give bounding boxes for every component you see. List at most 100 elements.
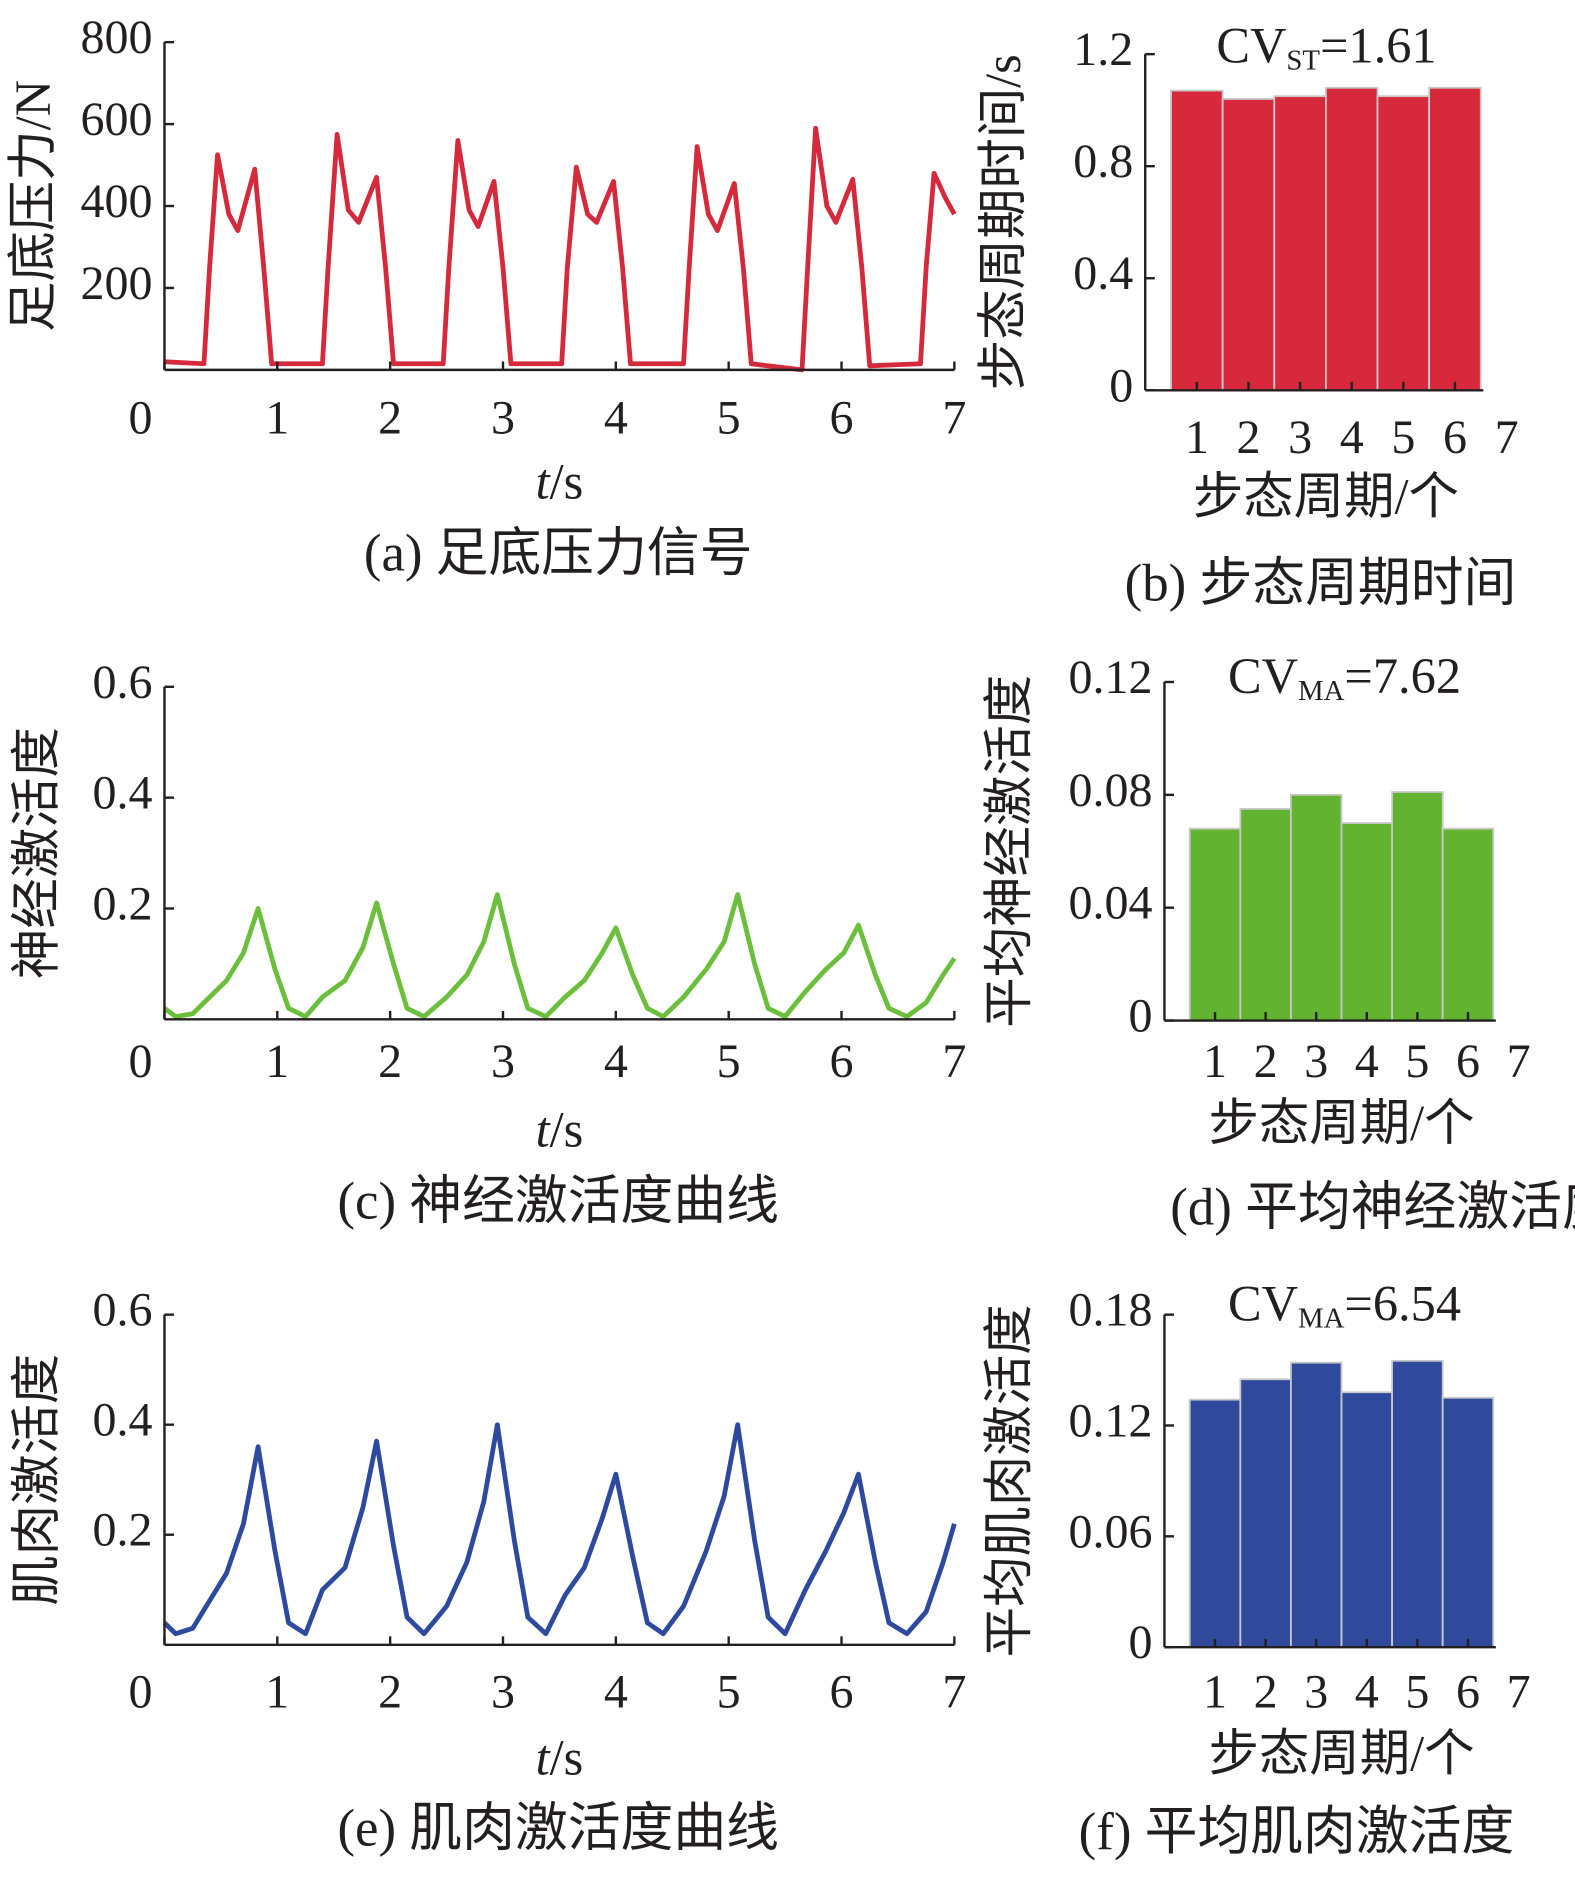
y-tick-label: 0.04: [1068, 877, 1152, 930]
x-tick-label: 6: [830, 1665, 854, 1718]
y-tick-label: 0.12: [1068, 651, 1152, 704]
bar: [1325, 86, 1379, 392]
annotation-part: CV: [1228, 1275, 1298, 1331]
annotation-part: MA: [1298, 1302, 1345, 1334]
annotation: CVST=1.61: [1216, 17, 1436, 76]
x-tick-label: 1: [1203, 1035, 1227, 1088]
x-tick-label: 6: [830, 1035, 854, 1088]
x-tick-label: 7: [1507, 1665, 1531, 1718]
bar: [1441, 1396, 1495, 1649]
bar: [1290, 793, 1343, 1022]
x-tick-label: 5: [1405, 1035, 1429, 1088]
y-tick-label: 0: [1128, 990, 1152, 1043]
caption: (b) 步态周期时间: [1125, 554, 1517, 612]
y-tick-label: 0.8: [1073, 135, 1133, 188]
x-tick-label: 7: [942, 392, 966, 445]
x-tick-label: 5: [1391, 411, 1415, 464]
x-tick-label: 5: [1405, 1665, 1429, 1718]
x-tick-label: 3: [1304, 1665, 1328, 1718]
x-tick-label: 4: [1340, 411, 1364, 464]
y-axis-label: 足底压力/N: [5, 80, 61, 332]
x-axis-label: 步态周期/个: [1193, 468, 1459, 524]
x-tick-label: 3: [1304, 1035, 1328, 1088]
y-axis-label: 神经激活度: [9, 727, 65, 979]
caption: (f) 平均肌肉激活度: [1079, 1803, 1515, 1861]
panel: CVMA=7.62 0 0.04 0.08 0.12 1 2 3 4 5 6 7 平均神经激活度步态周期…: [981, 647, 1575, 1236]
panel: CVMA=6.54 0 0.06 0.12 0.18 1 2 3 4 5 6 7 平均肌肉激活度步态周期…: [981, 1275, 1531, 1861]
bar: [1391, 1359, 1444, 1649]
x-tick-label: 3: [491, 392, 515, 445]
x-tick-label: 1: [265, 1035, 289, 1088]
annotation-part: ST: [1286, 44, 1320, 76]
panel: 0.2 0.4 0.6 0 1 2 3 4 5 6 7 肌肉激活度 t/s (e) 肌肉激活度曲线: [9, 1284, 967, 1858]
panel: CVST=1.61 0 0.4 0.8 1.2 1 2 3 4 5 6 7 步态周期时间/s 步态周期/个…: [975, 17, 1519, 612]
y-tick-label: 0.6: [92, 1284, 152, 1337]
x-tick-label: 2: [1254, 1035, 1278, 1088]
x-tick-label: 6: [1443, 411, 1467, 464]
y-tick-label: 0.08: [1068, 764, 1152, 817]
x-tick-label: 7: [942, 1035, 966, 1088]
x-tick-label: 7: [1507, 1035, 1531, 1088]
x-tick-label: 5: [717, 392, 741, 445]
x-tick-label: 3: [491, 1665, 515, 1718]
x-axis-label: 步态周期/个: [1208, 1095, 1474, 1151]
panel: 0.2 0.4 0.6 0 1 2 3 4 5 6 7 神经激活度 t/s (c) 神经激活度曲线: [9, 656, 967, 1231]
y-tick-label: 400: [80, 175, 152, 228]
bar: [1391, 791, 1444, 1022]
annotation: CVMA=7.62: [1228, 647, 1461, 706]
y-tick-label: 0.18: [1068, 1284, 1152, 1337]
x-tick-label: 4: [604, 1665, 628, 1718]
x-tick-label: 1: [1203, 1665, 1227, 1718]
annotation-part: =7.62: [1344, 647, 1461, 703]
bar: [1290, 1361, 1343, 1649]
y-tick-label: 0.06: [1068, 1505, 1152, 1558]
x-tick-label: 4: [1355, 1665, 1379, 1718]
y-axis-label: 肌肉激活度: [9, 1354, 65, 1606]
y-axis-label: 平均肌肉激活度: [981, 1304, 1037, 1657]
bar: [1441, 827, 1495, 1022]
bar: [1376, 95, 1431, 392]
bar: [1188, 827, 1242, 1022]
annotation-part: =6.54: [1344, 1275, 1461, 1331]
x-tick-label: 1: [1185, 411, 1209, 464]
y-tick-label: 0: [1128, 1616, 1152, 1669]
x-axis-label-var: t: [536, 1101, 552, 1157]
annotation-part: MA: [1298, 674, 1345, 706]
annotation-part: CV: [1228, 647, 1298, 703]
x-tick-label: 6: [1456, 1665, 1480, 1718]
bar: [1428, 86, 1482, 392]
x-tick-label: 3: [491, 1035, 515, 1088]
x-axis-label: 步态周期/个: [1208, 1725, 1474, 1781]
x-tick-label: 6: [1456, 1035, 1480, 1088]
annotation-part: =1.61: [1320, 17, 1437, 73]
bar: [1340, 822, 1394, 1022]
y-tick-label: 0.2: [92, 878, 152, 931]
x-tick-label: 6: [830, 392, 854, 445]
x-tick-label: 2: [378, 1665, 402, 1718]
x-tick-label: 4: [604, 392, 628, 445]
y-axis-label: 平均神经激活度: [981, 675, 1037, 1028]
line: [162, 1422, 957, 1637]
caption: (c) 神经激活度曲线: [337, 1173, 779, 1231]
bar: [1170, 89, 1224, 392]
x-axis-label-unit: /s: [550, 1729, 584, 1785]
x-tick-label: 2: [378, 1035, 402, 1088]
y-tick-label: 800: [80, 11, 152, 64]
x-axis-label: t/s: [536, 1729, 584, 1785]
y-axis-label: 步态周期时间/s: [975, 54, 1031, 390]
y-tick-label: 0: [1109, 359, 1133, 412]
x-tick-label: 1: [265, 392, 289, 445]
annotation-part: CV: [1216, 17, 1286, 73]
bar: [1273, 95, 1327, 392]
caption: (d) 平均神经激活度: [1170, 1179, 1575, 1237]
y-tick-label: 600: [80, 93, 152, 146]
bar: [1239, 808, 1292, 1022]
x-tick-label: 0: [128, 1665, 152, 1718]
y-tick-label: 200: [80, 257, 152, 310]
panel: 200 400 600 800 0 1 2 3 4 5 6 7 足底压力/N t/s (a) 足底压力信号: [5, 11, 966, 582]
x-axis-label-unit: /s: [550, 1101, 584, 1157]
y-tick-label: 0.4: [1073, 247, 1133, 300]
x-tick-label: 3: [1288, 411, 1312, 464]
y-tick-label: 0.4: [92, 1394, 152, 1447]
x-tick-label: 1: [265, 1665, 289, 1718]
